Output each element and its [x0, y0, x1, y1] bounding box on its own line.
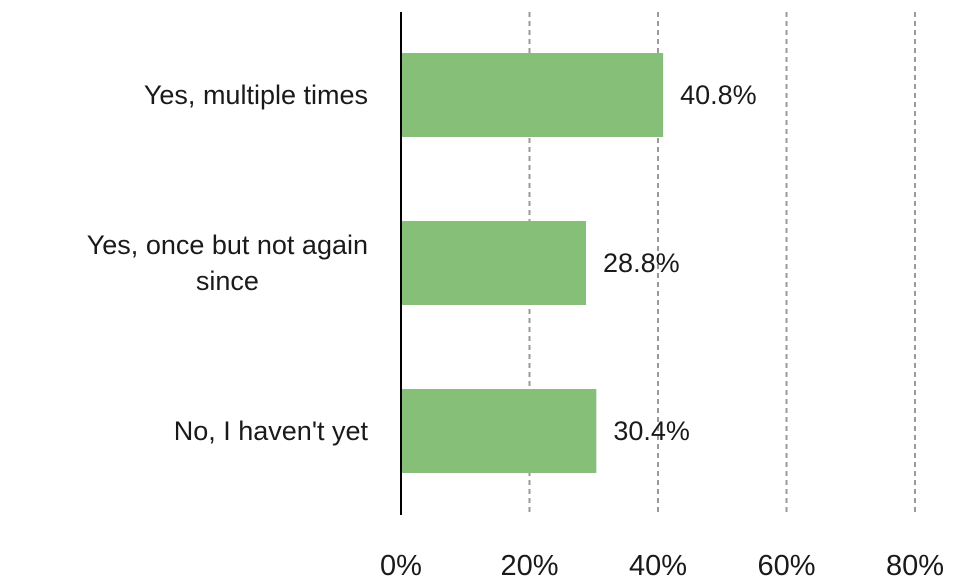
- bar-1: [401, 221, 587, 305]
- value-labels: 40.8% 28.8% 30.4%: [603, 80, 757, 446]
- category-label-1: Yes, once but not again since: [87, 230, 368, 296]
- value-label-1: 28.8%: [603, 248, 680, 278]
- x-tick-label-60: 60%: [757, 550, 815, 577]
- bar-2: [401, 389, 597, 473]
- category-labels: Yes, multiple times Yes, once but not aga…: [87, 80, 369, 446]
- x-tick-label-40: 40%: [629, 550, 687, 577]
- category-label-0: Yes, multiple times: [144, 80, 368, 110]
- x-tick-label-20: 20%: [500, 550, 558, 577]
- category-label-2: No, I haven't yet: [174, 416, 369, 446]
- x-tick-label-80: 80%: [886, 550, 944, 577]
- bars: [401, 53, 664, 473]
- category-label-line: Yes, once but not again: [87, 230, 368, 260]
- bar-0: [401, 53, 664, 137]
- x-tick-labels: 0% 20% 40% 60% 80%: [380, 550, 944, 577]
- category-label-line: Yes, multiple times: [144, 80, 368, 110]
- category-label-line: since: [196, 266, 259, 296]
- value-label-0: 40.8%: [680, 80, 757, 110]
- x-tick-label-0: 0%: [380, 550, 422, 577]
- category-label-line: No, I haven't yet: [174, 416, 369, 446]
- value-label-2: 30.4%: [613, 416, 690, 446]
